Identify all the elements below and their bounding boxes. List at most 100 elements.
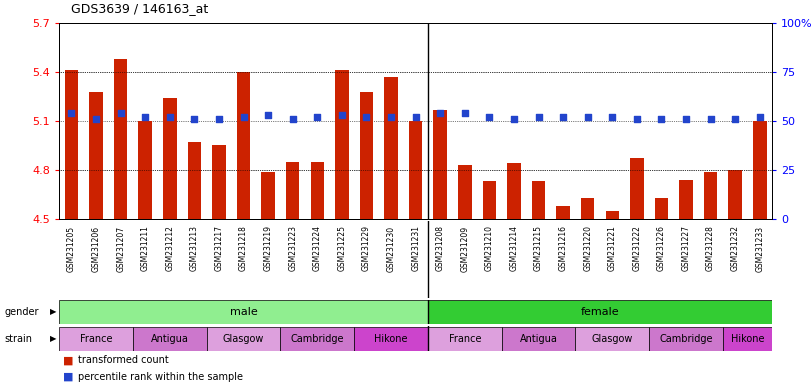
Point [336, 112, 349, 118]
Point [89, 116, 102, 122]
Point [237, 114, 250, 120]
Bar [286, 162, 299, 219]
Text: ▶: ▶ [49, 308, 56, 316]
Bar [65, 70, 78, 219]
Bar [576, 327, 649, 351]
Bar [237, 72, 251, 219]
Bar [581, 198, 594, 219]
Bar [281, 327, 354, 351]
Text: GSM231213: GSM231213 [190, 225, 199, 271]
Text: GSM231212: GSM231212 [165, 225, 174, 271]
Text: percentile rank within the sample: percentile rank within the sample [78, 372, 242, 382]
Text: ■: ■ [63, 355, 74, 365]
Point [680, 116, 693, 122]
Text: GSM231226: GSM231226 [657, 225, 666, 271]
Text: GSM231208: GSM231208 [436, 225, 444, 271]
Point [729, 116, 742, 122]
Point [556, 114, 569, 120]
Text: GSM231209: GSM231209 [461, 225, 470, 271]
Bar [261, 172, 275, 219]
Point [311, 114, 324, 120]
Point [753, 114, 766, 120]
Bar [163, 98, 177, 219]
Bar [723, 327, 772, 351]
Text: GSM231228: GSM231228 [706, 225, 715, 271]
Point [606, 114, 619, 120]
Bar [354, 327, 428, 351]
Text: strain: strain [5, 334, 33, 344]
Text: Hikone: Hikone [375, 334, 408, 344]
Text: GSM231211: GSM231211 [141, 225, 150, 271]
Bar [483, 181, 496, 219]
Text: GSM231222: GSM231222 [633, 225, 642, 271]
Point [655, 116, 668, 122]
Text: Hikone: Hikone [731, 334, 764, 344]
Bar [753, 121, 766, 219]
Bar [207, 327, 281, 351]
Text: GSM231229: GSM231229 [362, 225, 371, 271]
Bar [360, 92, 373, 219]
Text: Glasgow: Glasgow [591, 334, 633, 344]
Point [188, 116, 201, 122]
Bar [59, 300, 428, 324]
Point [262, 112, 275, 118]
Bar [59, 327, 133, 351]
Text: GSM231230: GSM231230 [387, 225, 396, 271]
Text: France: France [448, 334, 481, 344]
Point [630, 116, 643, 122]
Bar [187, 142, 201, 219]
Text: GSM231207: GSM231207 [116, 225, 125, 271]
Bar [384, 77, 398, 219]
Bar [606, 211, 619, 219]
Point [483, 114, 496, 120]
Bar [649, 327, 723, 351]
Bar [680, 180, 693, 219]
Bar [335, 70, 349, 219]
Bar [428, 300, 772, 324]
Bar [311, 162, 324, 219]
Text: female: female [581, 307, 620, 317]
Bar [114, 59, 127, 219]
Text: GSM231218: GSM231218 [239, 225, 248, 271]
Bar [133, 327, 207, 351]
Bar [532, 181, 545, 219]
Text: France: France [79, 334, 113, 344]
Text: GSM231220: GSM231220 [583, 225, 592, 271]
Bar [502, 327, 576, 351]
Bar [458, 165, 471, 219]
Point [212, 116, 225, 122]
Text: Cambridge: Cambridge [659, 334, 713, 344]
Point [163, 114, 176, 120]
Bar [507, 164, 521, 219]
Text: GSM231221: GSM231221 [607, 225, 617, 271]
Text: GSM231214: GSM231214 [509, 225, 518, 271]
Bar [654, 198, 668, 219]
Point [114, 110, 127, 116]
Text: transformed count: transformed count [78, 355, 169, 365]
Text: GSM231232: GSM231232 [731, 225, 740, 271]
Text: GSM231231: GSM231231 [411, 225, 420, 271]
Bar [556, 206, 570, 219]
Text: gender: gender [5, 307, 40, 317]
Point [65, 110, 78, 116]
Point [360, 114, 373, 120]
Text: ■: ■ [63, 372, 74, 382]
Text: GSM231205: GSM231205 [67, 225, 76, 271]
Text: GDS3639 / 146163_at: GDS3639 / 146163_at [71, 2, 208, 15]
Point [434, 110, 447, 116]
Point [409, 114, 422, 120]
Point [458, 110, 471, 116]
Text: ▶: ▶ [49, 334, 56, 343]
Bar [433, 109, 447, 219]
Bar [428, 327, 502, 351]
Text: male: male [230, 307, 257, 317]
Point [508, 116, 521, 122]
Text: Antigua: Antigua [151, 334, 189, 344]
Bar [728, 170, 742, 219]
Text: GSM231227: GSM231227 [681, 225, 690, 271]
Text: GSM231206: GSM231206 [92, 225, 101, 271]
Bar [409, 121, 423, 219]
Point [581, 114, 594, 120]
Text: GSM231224: GSM231224 [313, 225, 322, 271]
Bar [212, 146, 225, 219]
